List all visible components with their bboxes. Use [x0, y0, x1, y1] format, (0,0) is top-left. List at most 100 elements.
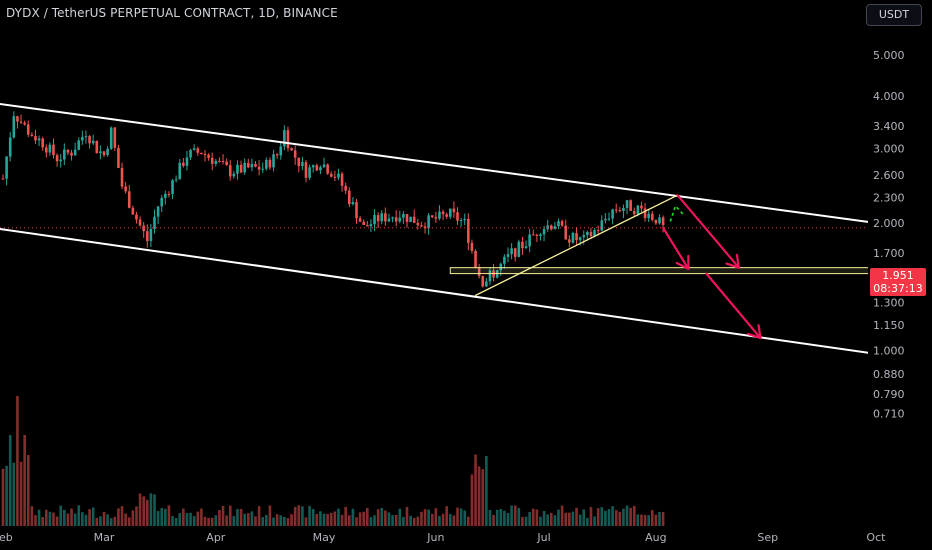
candle-body-109 [394, 217, 398, 222]
volume-bar-55 [200, 508, 203, 526]
candle-body-27 [99, 151, 102, 154]
candle-body-119 [430, 215, 434, 218]
volume-bar-21 [77, 505, 81, 526]
volume-bar-107 [387, 512, 391, 526]
volume-bar-151 [546, 514, 549, 526]
candle-body-145 [524, 246, 528, 249]
arrow-head-0 [675, 254, 690, 270]
volume-bar-126 [456, 507, 459, 526]
volume-bar-146 [528, 512, 531, 526]
volume-bar-94 [340, 514, 344, 526]
volume-bar-177 [640, 514, 643, 526]
arrow-shaft-0 [662, 226, 690, 270]
volume-bar-169 [611, 506, 614, 526]
candle-body-59 [214, 160, 218, 164]
time-tick-label-3: May [313, 531, 336, 544]
candle-body-61 [221, 160, 225, 162]
volume-bar-170 [614, 510, 618, 526]
candle-body-24 [88, 136, 91, 144]
candle-body-86 [311, 165, 315, 168]
volume-bar-34 [124, 513, 127, 526]
last-price-tag: 1.951 08:37:13 [870, 268, 926, 296]
candle-body-106 [384, 213, 387, 222]
candle-body-4 [16, 116, 19, 122]
bar-countdown: 08:37:13 [873, 282, 923, 295]
candle-body-157 [568, 239, 571, 243]
volume-bar-79 [286, 518, 290, 526]
candle-body-104 [376, 215, 380, 222]
time-tick-label-6: Aug [645, 531, 666, 544]
candle-body-97 [351, 202, 355, 205]
volume-bar-181 [654, 514, 658, 526]
candle-body-57 [207, 154, 210, 158]
arrow-head-2 [747, 324, 762, 340]
candle-body-11 [41, 138, 44, 148]
volume-bar-149 [539, 516, 542, 526]
volume-bar-36 [131, 510, 135, 526]
volume-bar-98 [355, 517, 358, 526]
currency-button[interactable]: USDT [866, 4, 922, 26]
candle-body-91 [329, 173, 333, 177]
candle-body-166 [600, 220, 604, 231]
volume-bar-109 [394, 514, 398, 526]
volume-bar-119 [430, 513, 434, 526]
candle-body-142 [513, 248, 517, 257]
candle-body-164 [593, 230, 596, 237]
volume-bar-37 [135, 506, 138, 526]
volume-bar-120 [434, 508, 438, 526]
candle-body-16 [59, 159, 63, 162]
candle-body-8 [30, 134, 34, 137]
candle-body-69 [250, 163, 254, 168]
candle-body-103 [373, 215, 376, 225]
candle-body-99 [358, 218, 362, 222]
candle-body-90 [326, 164, 329, 174]
volume-bar-67 [243, 513, 246, 526]
volume-bar-60 [218, 510, 221, 526]
volume-bar-95 [344, 506, 347, 526]
volume-bar-141 [510, 505, 513, 526]
candle-body-25 [91, 140, 95, 144]
volume-bar-179 [647, 515, 650, 526]
candle-body-26 [95, 140, 99, 154]
chart-title: DYDX / TetherUS PERPETUAL CONTRACT, 1D, … [6, 6, 338, 20]
candle-body-7 [26, 124, 30, 135]
candle-body-98 [355, 202, 358, 219]
volume-bar-167 [604, 510, 607, 526]
candle-body-15 [55, 155, 59, 162]
volume-bar-90 [326, 513, 329, 526]
candle-body-182 [658, 217, 661, 224]
candle-body-81 [293, 150, 297, 158]
volume-bar-180 [650, 510, 654, 526]
candle-body-83 [301, 162, 304, 167]
candle-body-58 [210, 157, 214, 164]
candle-body-9 [34, 136, 37, 141]
volume-bar-35 [127, 517, 131, 526]
volume-bar-11 [41, 517, 44, 526]
volume-bar-178 [643, 515, 647, 526]
channel-upper-line [0, 102, 906, 228]
volume-bar-57 [207, 517, 210, 526]
candle-body-0 [1, 178, 5, 180]
candle-body-55 [200, 152, 203, 155]
volume-bar-100 [362, 511, 366, 526]
volume-bar-140 [506, 513, 510, 526]
volume-bar-152 [549, 513, 553, 526]
candle-body-44 [160, 197, 164, 207]
volume-bar-162 [586, 517, 589, 526]
volume-bar-4 [16, 396, 19, 526]
price-tick-label-14: 0.710 [873, 407, 905, 420]
volume-bar-1 [5, 465, 8, 526]
volume-bar-77 [279, 515, 283, 526]
volume-bar-166 [600, 507, 604, 526]
candle-body-39 [142, 225, 145, 232]
volume-bar-39 [142, 496, 145, 526]
drawing-annotations [0, 102, 932, 359]
volume-bar-135 [488, 509, 492, 526]
candle-body-113 [409, 216, 412, 223]
price-tick-label-12: 0.880 [873, 368, 905, 381]
candle-body-177 [640, 205, 643, 209]
volume-bar-164 [593, 516, 596, 526]
candle-body-36 [131, 207, 135, 215]
